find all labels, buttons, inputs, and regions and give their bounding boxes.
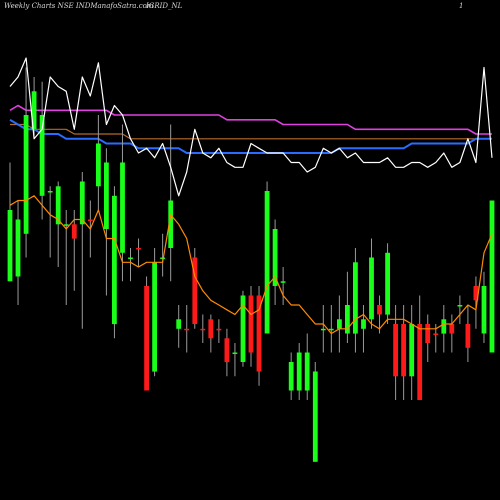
candle-body: [272, 229, 278, 286]
candle-body: [200, 328, 206, 331]
candle-body: [23, 115, 29, 234]
candle-body: [120, 162, 125, 253]
candle-body: [184, 328, 190, 331]
chart-header-right: 1: [459, 2, 464, 10]
candle-body: [208, 319, 214, 339]
chart-header-symbol: IGRID_NL: [146, 2, 183, 10]
candle-body: [353, 262, 358, 334]
candle-body: [7, 210, 13, 282]
candle-body: [87, 219, 93, 221]
candle-body: [377, 305, 382, 315]
candle-body: [96, 143, 101, 187]
candle-body: [288, 362, 294, 391]
candle-body: [304, 352, 310, 391]
candle-body: [136, 248, 141, 250]
candle-body: [312, 371, 318, 462]
candle-body: [79, 181, 85, 225]
candle-body: [280, 281, 286, 283]
candle-body: [417, 324, 423, 400]
series-line-magenta: [9, 104, 492, 135]
candle-body: [401, 324, 406, 377]
candle-body: [465, 324, 471, 348]
candle-body: [441, 319, 447, 334]
series-line-brown: [10, 123, 492, 140]
candle-body: [152, 262, 157, 372]
candle-body: [248, 295, 254, 353]
candle-body: [369, 257, 374, 320]
candle-body: [168, 200, 174, 248]
candle-body: [409, 324, 415, 377]
candle-body: [345, 305, 350, 334]
candle-body: [256, 295, 262, 372]
candle-body: [232, 352, 238, 354]
candle-body: [112, 195, 117, 325]
candle-body: [489, 200, 495, 353]
candle-body: [15, 219, 21, 277]
candle-body: [393, 324, 398, 377]
candle-body: [361, 319, 366, 329]
candle-body: [71, 224, 77, 239]
candle-body: [31, 91, 37, 130]
series-line-orange: [9, 195, 493, 335]
candle-body: [63, 224, 69, 226]
candle-body: [296, 352, 302, 391]
candle-body: [39, 115, 45, 196]
series-line-blue: [9, 118, 492, 154]
candle-body: [47, 191, 53, 193]
candle-body: [473, 286, 479, 301]
candle-body: [457, 305, 463, 307]
candle-body: [481, 286, 487, 334]
candle-body: [176, 319, 182, 329]
candle-body: [320, 328, 326, 331]
chart-header-left: Weekly Charts NSE INDManafoSatra.com: [4, 2, 154, 10]
candle-body: [337, 319, 342, 329]
candle-body: [328, 328, 334, 331]
candle-body: [264, 191, 270, 334]
candle-body: [449, 324, 455, 334]
candle-body: [104, 162, 109, 229]
candle-body: [128, 257, 133, 259]
candle-body: [160, 257, 165, 259]
candle-body: [425, 324, 431, 343]
series-line-white: [9, 57, 493, 197]
candle-body: [192, 257, 198, 324]
candle-body: [144, 286, 149, 391]
candle-body: [55, 186, 61, 225]
candle-body: [224, 338, 230, 363]
candle-body: [240, 295, 246, 362]
candle-body: [385, 252, 390, 315]
candle-body: [433, 333, 439, 335]
candle-body: [216, 328, 222, 331]
